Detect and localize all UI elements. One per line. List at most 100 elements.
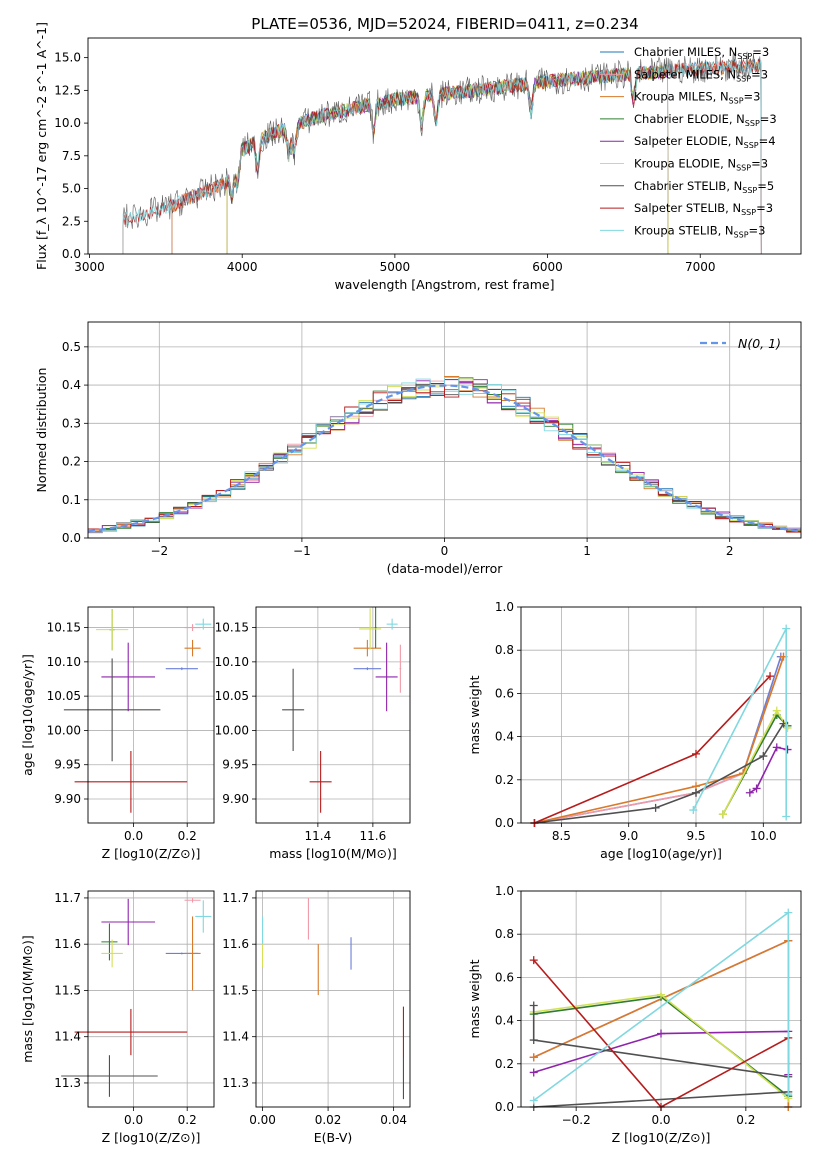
y-axis-label: mass weight — [467, 675, 482, 754]
legend-suffix: =5 — [757, 179, 774, 193]
y-tick-label: 0.8 — [495, 927, 514, 941]
x-tick-label: −1 — [293, 544, 311, 558]
y-tick-label: 2.5 — [62, 214, 81, 228]
histogram-step — [88, 377, 801, 533]
legend-entry: Chabrier STELIB, NSSP=5 — [634, 179, 774, 195]
y-tick-label: 10.05 — [215, 689, 249, 703]
y-tick-label: 1.0 — [495, 884, 514, 898]
x-tick-label: 0 — [441, 544, 449, 558]
y-axis-label: Normed distribution — [34, 368, 49, 493]
axes-frame — [87, 606, 215, 824]
errorbar-point — [96, 609, 129, 651]
y-tick-label: 11.6 — [222, 937, 249, 951]
y-tick-label: 0.4 — [495, 730, 514, 744]
weight-marker — [766, 672, 775, 681]
errorbar-point — [282, 668, 305, 751]
weight-marker — [782, 624, 791, 633]
errorbar-point — [184, 639, 201, 657]
panel-spectrum: 3000 4000 5000 6000 7000 0.0 2.5 5.0 7.5 10.0 12.5… — [34, 22, 802, 292]
weight-series — [745, 743, 792, 797]
x-tick-label: 0.0 — [124, 829, 143, 843]
x-tick-label: 0.0 — [651, 1113, 670, 1127]
y-tick-label: 10.00 — [47, 723, 81, 737]
weight-marker — [745, 788, 754, 797]
weight-marker — [529, 1036, 538, 1045]
weight-marker — [784, 1090, 793, 1099]
plot-area — [262, 897, 404, 1100]
axes-frame — [255, 890, 411, 1108]
axes-frame — [87, 37, 802, 255]
y-tick-label: 7.5 — [62, 149, 81, 163]
weight-marker — [782, 812, 791, 821]
weight-marker — [772, 706, 781, 715]
y-tick-label: 1.0 — [495, 600, 514, 614]
errorbar-point — [74, 751, 188, 813]
weight-marker — [529, 1053, 538, 1062]
x-tick-label: 2 — [726, 544, 734, 558]
x-axis-label: Z [log10(Z/Z⊙)] — [102, 846, 201, 861]
legend-entry: Salpeter STELIB, NSSP=3 — [634, 201, 773, 217]
legend-entry: Kroupa STELIB, NSSP=3 — [634, 223, 765, 239]
y-tick-label: 0.0 — [495, 816, 514, 830]
weight-marker — [784, 908, 793, 917]
axes-frame — [255, 606, 411, 824]
y-tick-label: 0.0 — [495, 1100, 514, 1114]
x-tick-label: 11.6 — [360, 829, 387, 843]
errorbar-point — [359, 608, 382, 650]
legend-subscript: SSP — [741, 208, 756, 217]
weight-marker — [657, 1029, 665, 1038]
y-tick-label: 0.0 — [62, 247, 81, 261]
plot-area — [122, 51, 762, 254]
legend-subscript: SSP — [737, 52, 752, 61]
axes-frame — [520, 890, 802, 1108]
x-tick-label: 5000 — [380, 260, 411, 274]
legend-entry: Kroupa ELODIE, NSSP=3 — [634, 157, 768, 173]
errorbar-point — [61, 1055, 158, 1097]
weight-marker — [772, 743, 781, 752]
errorbar-point — [101, 642, 156, 712]
spectrum-line — [122, 51, 762, 254]
legend-subscript: SSP — [736, 164, 751, 173]
y-tick-label: 11.5 — [54, 983, 81, 997]
errorbar-point — [309, 751, 332, 813]
x-tick-label: 7000 — [685, 260, 716, 274]
errorbar-point — [165, 667, 198, 671]
legend-entry: Chabrier ELODIE, NSSP=3 — [634, 112, 777, 128]
y-tick-label: 10.00 — [215, 723, 249, 737]
legend: Chabrier MILES, NSSP=3 Salpeter MILES, NS… — [600, 45, 777, 239]
y-tick-label: 11.4 — [222, 1030, 249, 1044]
x-tick-label: 0.2 — [178, 829, 197, 843]
x-tick-label: 0.00 — [249, 1113, 276, 1127]
weight-marker — [759, 752, 768, 761]
errorbar-point — [63, 658, 161, 762]
legend-suffix: =3 — [744, 90, 761, 104]
errorbar-point — [74, 1008, 188, 1056]
x-tick-label: 0.2 — [736, 1113, 755, 1127]
y-tick-label: 11.7 — [222, 891, 249, 905]
x-axis-label: wavelength [Angstrom, rest frame] — [334, 277, 554, 292]
x-tick-label: 0.02 — [315, 1113, 342, 1127]
weight-marker — [783, 723, 792, 732]
panel-weight_vs_age: 8.5 9.0 9.5 10.0 0.0 0.2 0.4 0.6 0.8 1.0 age [log1… — [467, 600, 802, 861]
errorbar-point — [184, 624, 201, 631]
weight-marker — [752, 784, 761, 793]
legend-entry: Salpeter MILES, NSSP=3 — [634, 67, 768, 83]
axes-frame — [87, 890, 215, 1108]
y-tick-label: 0.2 — [62, 455, 81, 469]
weight-marker — [718, 810, 727, 819]
x-tick-label: 4000 — [227, 260, 258, 274]
errorbar-point — [195, 900, 212, 933]
x-axis-label: mass [log10(M/M⊙)] — [269, 846, 397, 861]
y-tick-label: 5.0 — [62, 182, 81, 196]
y-tick-label: 10.05 — [47, 689, 81, 703]
errorbar-point — [374, 607, 377, 649]
panel-age_vs_z: 0.0 0.2 9.90 9.95 10.00 10.05 10.10 10.15 Z [log… — [20, 606, 215, 861]
y-tick-label: 10.10 — [47, 655, 81, 669]
panel-mass_vs_ebv: 0.00 0.02 0.04 11.3 11.4 11.5 11.6 11.7 E(B-V) — [222, 890, 411, 1145]
errorbar-point — [353, 639, 382, 657]
y-axis-label: mass weight — [467, 959, 482, 1038]
legend-entry: N(0, 1) — [738, 336, 781, 351]
legend-suffix: =3 — [756, 201, 773, 215]
x-tick-label: 0.2 — [178, 1113, 197, 1127]
